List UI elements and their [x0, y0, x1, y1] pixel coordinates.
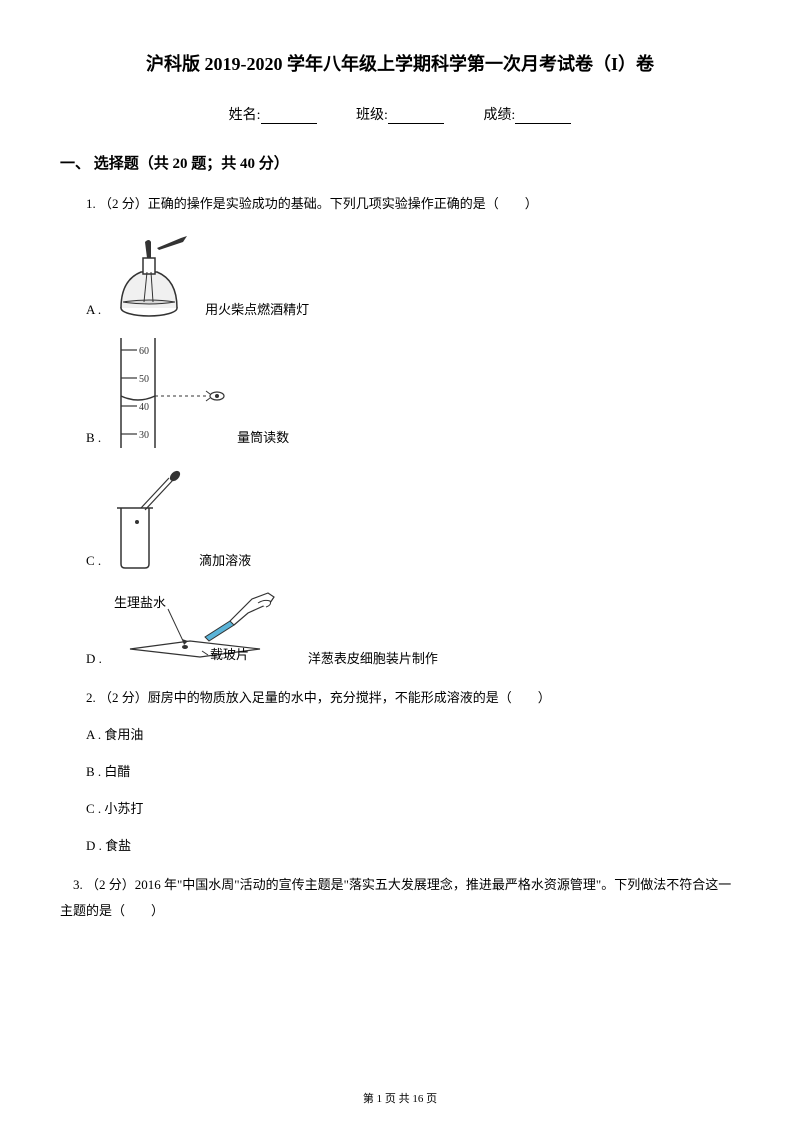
- graduated-cylinder-icon: 60 50 40 30: [109, 338, 229, 448]
- section-header: 一、 选择题（共 20 题；共 40 分）: [60, 152, 740, 173]
- alcohol-lamp-icon: [109, 230, 197, 320]
- score-field: 成绩:: [483, 104, 571, 124]
- name-field: 姓名:: [229, 104, 317, 124]
- q1-option-a: A . 用火柴点燃酒精灯: [60, 230, 740, 320]
- question-1: 1. （2 分）正确的操作是实验成功的基础。下列几项实验操作正确的是（ ）: [60, 193, 740, 212]
- svg-text:50: 50: [139, 374, 149, 385]
- section-title: 选择题（共 20 题；共 40 分）: [94, 156, 289, 172]
- section-number: 一、: [60, 156, 90, 172]
- q2-option-c: C . 小苏打: [60, 798, 740, 817]
- saline-label: 生理盐水: [114, 595, 166, 610]
- option-d-text: 洋葱表皮细胞装片制作: [308, 648, 438, 669]
- dropper-icon: [109, 466, 191, 571]
- question-3-text: 3. （2 分）2016 年"中国水周"活动的宣传主题是"落实五大发展理念，推进…: [60, 877, 731, 918]
- q2-option-b: B . 白醋: [60, 761, 740, 780]
- q2-option-a: A . 食用油: [60, 724, 740, 743]
- svg-text:30: 30: [139, 430, 149, 441]
- slide-prep-icon: 生理盐水 载玻片: [110, 589, 300, 669]
- option-c-label: C .: [60, 553, 101, 571]
- option-c-text: 滴加溶液: [199, 550, 251, 571]
- question-3: 3. （2 分）2016 年"中国水周"活动的宣传主题是"落实五大发展理念，推进…: [60, 872, 740, 924]
- class-field: 班级:: [356, 104, 444, 124]
- exam-title: 沪科版 2019-2020 学年八年级上学期科学第一次月考试卷（I）卷: [60, 50, 740, 76]
- q1-option-d: D . 生理盐水 载玻片 洋葱表皮细胞装片制作: [60, 589, 740, 669]
- name-blank[interactable]: [261, 123, 317, 124]
- q2-option-d: D . 食盐: [60, 835, 740, 854]
- option-a-text: 用火柴点燃酒精灯: [205, 299, 309, 320]
- option-d-label: D .: [60, 651, 102, 669]
- name-label: 姓名:: [229, 108, 261, 123]
- option-b-label: B .: [60, 430, 101, 448]
- page-footer: 第 1 页 共 16 页: [0, 1090, 800, 1106]
- class-blank[interactable]: [388, 123, 444, 124]
- q1-option-c: C . 滴加溶液: [60, 466, 740, 571]
- student-info-line: 姓名: 班级: 成绩:: [60, 104, 740, 124]
- score-label: 成绩:: [483, 108, 515, 123]
- q1-option-b: B . 60 50 40 30 量筒读数: [60, 338, 740, 448]
- option-a-label: A .: [60, 302, 101, 320]
- svg-text:40: 40: [139, 402, 149, 413]
- question-2: 2. （2 分）厨房中的物质放入足量的水中，充分搅拌，不能形成溶液的是（ ）: [60, 687, 740, 706]
- score-blank[interactable]: [515, 123, 571, 124]
- slide-label: 载玻片: [210, 647, 249, 662]
- svg-text:60: 60: [139, 346, 149, 357]
- class-label: 班级:: [356, 108, 388, 123]
- option-b-text: 量筒读数: [237, 427, 289, 448]
